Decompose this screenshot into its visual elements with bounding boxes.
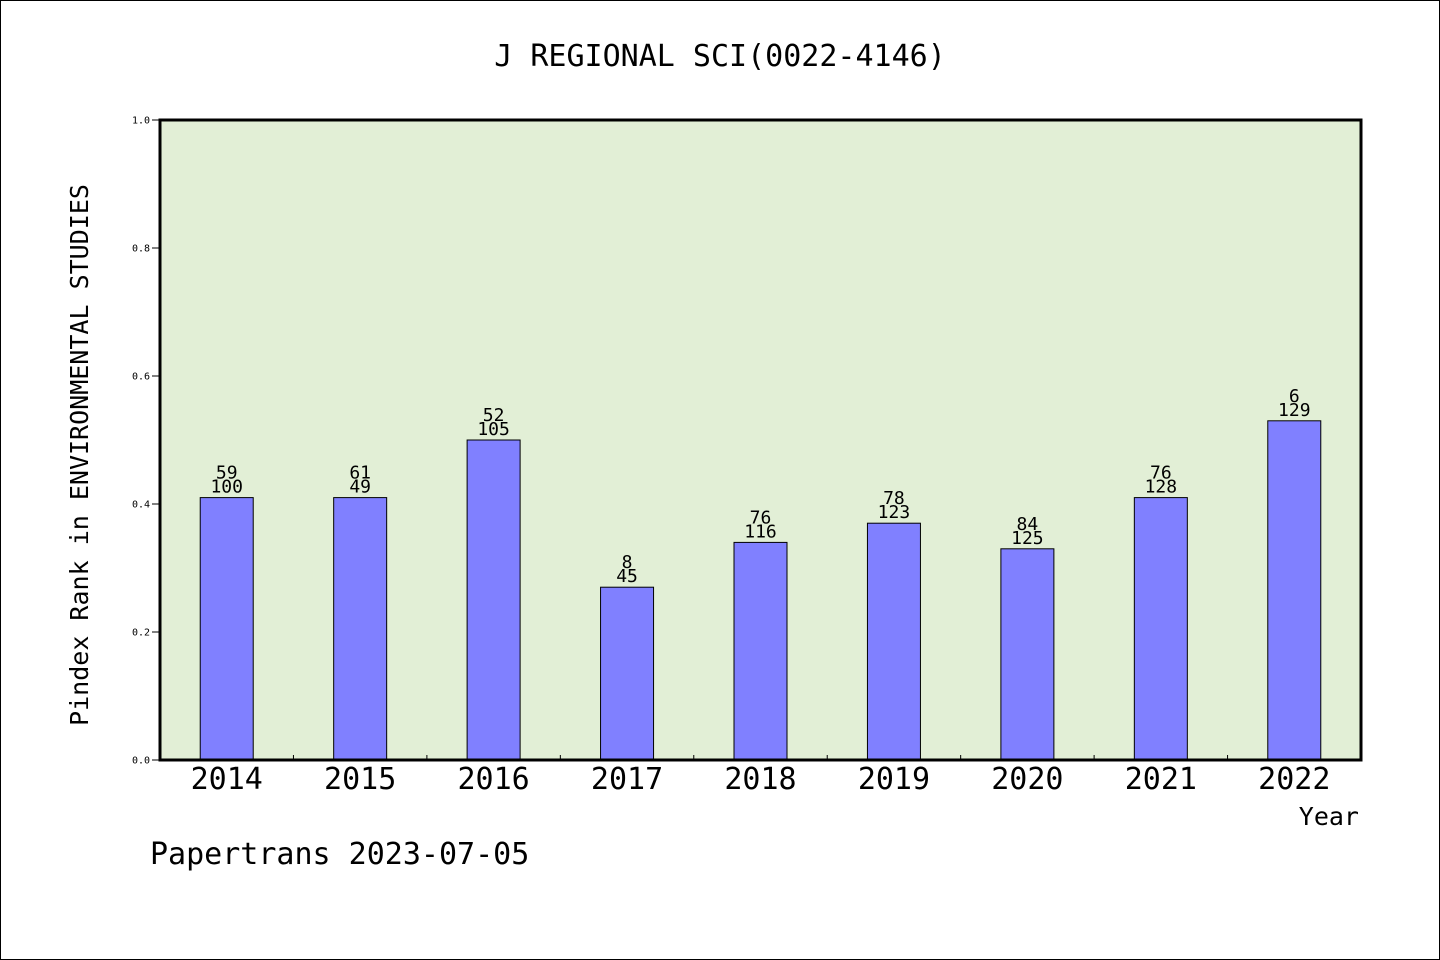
x-tick-label-2022: 2022 [1258,762,1330,797]
bar-label-top-2019: 78 [883,488,905,509]
bar-label-top-2022: 6 [1289,386,1300,407]
x-tick-label-2021: 2021 [1125,762,1197,797]
bar-2021 [1133,497,1188,761]
y-axis-label: Pindex Rank in ENVIRONMENTAL STUDIES [65,184,94,726]
chart-title: J REGIONAL SCI(0022-4146) [494,39,946,74]
bar-label-top-2018: 76 [750,507,772,528]
bar-label-top-2015: 61 [349,463,371,484]
bar-label-bottom-2020: 125 [1011,528,1044,549]
bar-label-top-2017: 8 [622,552,633,573]
bar-2018 [733,541,788,761]
bar-2020 [1000,548,1055,761]
bar-label-bottom-2017: 45 [616,566,638,587]
x-tick-label-2014: 2014 [191,762,263,797]
y-tick-label-0.8: 0.8 [132,244,150,255]
x-tick-label-2019: 2019 [858,762,930,797]
y-tick-label-1.0: 1.0 [132,116,150,127]
y-tick-label-0.2: 0.2 [132,628,150,639]
y-tick-label-0.6: 0.6 [132,372,150,383]
bar-label-bottom-2016: 105 [477,419,510,440]
bar-2022 [1267,420,1322,761]
x-tick-label-2020: 2020 [991,762,1063,797]
bar-label-bottom-2022: 129 [1278,400,1311,421]
bar-label-bottom-2019: 123 [878,502,911,523]
x-tick-label-2018: 2018 [724,762,796,797]
bar-label-bottom-2018: 116 [744,521,777,542]
y-tick-label-0.0: 0.0 [132,756,150,767]
footer-credit: Papertrans 2023-07-05 [150,837,529,872]
bar-label-bottom-2021: 128 [1145,477,1178,498]
y-tick-label-0.4: 0.4 [132,500,150,511]
bar-label-top-2020: 84 [1017,514,1039,535]
bar-label-bottom-2015: 49 [349,477,371,498]
x-tick-label-2016: 2016 [457,762,529,797]
bar-label-top-2021: 76 [1150,463,1172,484]
x-axis-label: Year [1299,802,1359,831]
x-tick-label-2015: 2015 [324,762,396,797]
bar-label-top-2016: 52 [483,405,505,426]
x-tick-label-2017: 2017 [591,762,663,797]
bar-2017 [600,586,655,761]
bar-label-top-2014: 59 [216,463,238,484]
bar-2014 [199,497,254,761]
bar-2019 [866,522,921,761]
bar-label-bottom-2014: 100 [210,477,243,498]
plot-border [158,118,1363,762]
bar-2016 [466,439,521,761]
bar-2015 [333,497,388,761]
